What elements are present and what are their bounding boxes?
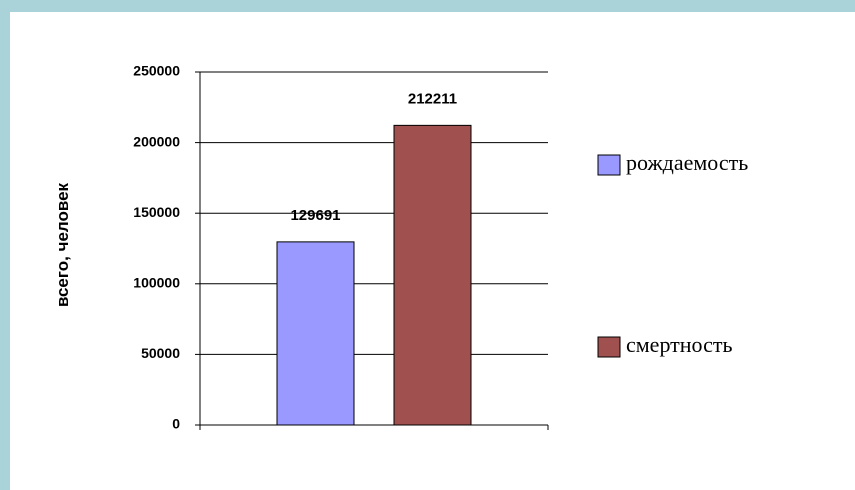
bar bbox=[276, 241, 355, 426]
value-label: 212211 bbox=[408, 90, 457, 107]
y-tick-label: 100000 bbox=[133, 275, 180, 291]
y-axis-label: всего, человек bbox=[53, 182, 72, 307]
y-tick-label: 150000 bbox=[133, 204, 180, 220]
y-tick-label: 50000 bbox=[141, 345, 180, 361]
y-tick-label: 200000 bbox=[133, 133, 180, 149]
value-label: 129691 bbox=[290, 207, 340, 224]
legend-label: смертность bbox=[626, 332, 733, 357]
legend-label: рождаемость bbox=[626, 150, 748, 175]
bar bbox=[393, 124, 472, 426]
legend-swatch bbox=[597, 336, 621, 358]
legend-swatch bbox=[597, 154, 621, 176]
y-tick-label: 0 bbox=[172, 416, 180, 432]
y-tick-label: 250000 bbox=[133, 63, 180, 79]
